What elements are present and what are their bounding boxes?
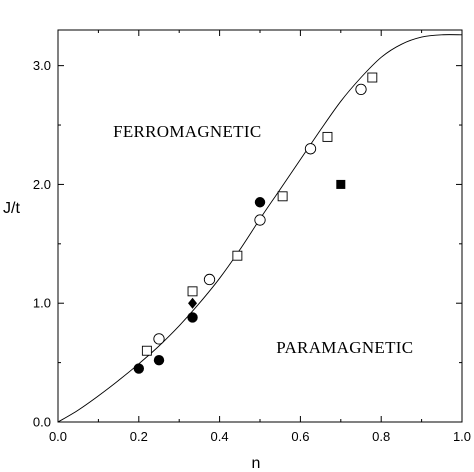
- x-tick-label: 0.4: [211, 429, 229, 444]
- filled-circle-point: [187, 312, 198, 323]
- phase-boundary-curve: [57, 34, 463, 423]
- y-tick-label: 2.0: [33, 177, 51, 192]
- annotation-ferromagnetic: FERROMAGNETIC: [113, 122, 261, 141]
- open-circle-point: [254, 214, 266, 226]
- x-tick-label: 0.8: [372, 429, 390, 444]
- open-square-point: [277, 191, 288, 202]
- open-circle-point: [304, 143, 317, 155]
- open-square-point: [322, 131, 333, 142]
- open-square-point: [232, 250, 243, 261]
- open-square-point: [187, 286, 198, 297]
- filled-circle-point: [254, 197, 266, 208]
- open-square-point: [141, 345, 152, 356]
- y-axis-title: J/t: [3, 200, 20, 217]
- open-circle-point: [355, 83, 367, 96]
- open-circle-point: [203, 273, 216, 286]
- plot-frame: [57, 29, 463, 423]
- x-tick-label: 0.2: [130, 429, 148, 444]
- axis-ticks: 0.0 0.2 0.4 0.6 0.8 1.0 0.0 1.0 2.0 3.0: [33, 30, 471, 444]
- filled-circle-point: [153, 355, 165, 366]
- open-square-point: [367, 72, 378, 83]
- open-circle-point: [153, 333, 165, 345]
- x-tick-label: 0.0: [49, 429, 67, 444]
- data-points: [133, 72, 378, 374]
- x-tick-label: 0.6: [291, 429, 309, 444]
- x-axis-title: n: [252, 455, 261, 472]
- y-tick-label: 0.0: [33, 415, 51, 430]
- filled-circle-point: [133, 363, 144, 374]
- filled-square-point: [336, 179, 346, 189]
- filled-diamond-point: [188, 297, 198, 309]
- y-tick-label: 3.0: [33, 58, 51, 73]
- annotation-paramagnetic: PARAMAGNETIC: [276, 338, 413, 357]
- x-tick-label: 1.0: [453, 429, 471, 444]
- y-tick-label: 1.0: [33, 296, 51, 311]
